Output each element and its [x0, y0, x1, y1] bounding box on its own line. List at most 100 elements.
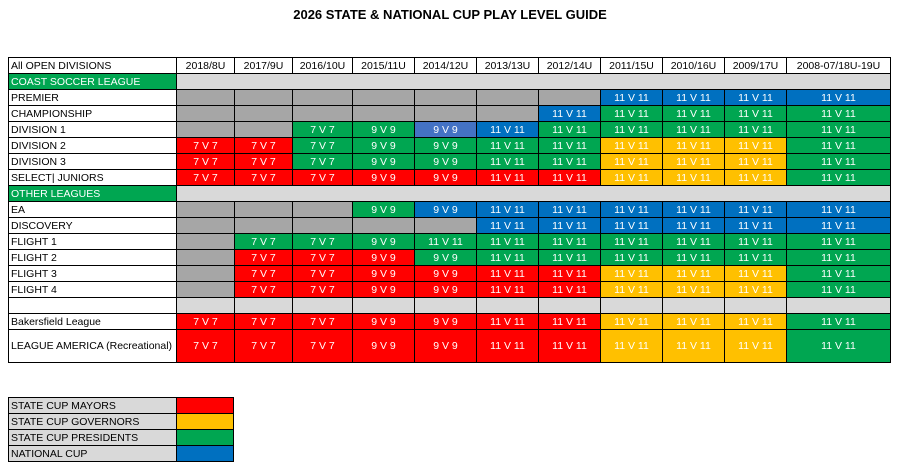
format-cell: 11 V 11 [538, 105, 601, 122]
spacer-cell [176, 297, 235, 314]
format-cell: 11 V 11 [724, 233, 787, 250]
format-cell: 11 V 11 [786, 265, 891, 282]
format-cell [176, 89, 235, 106]
format-cell [176, 201, 235, 218]
format-cell: 9 V 9 [352, 121, 415, 138]
format-cell: 11 V 11 [786, 201, 891, 218]
format-cell [176, 281, 235, 298]
format-cell: 11 V 11 [786, 153, 891, 170]
header-col: 2017/9U [234, 57, 293, 74]
format-cell [414, 89, 477, 106]
format-cell: 11 V 11 [538, 249, 601, 266]
division-label: DISCOVERY [8, 217, 177, 234]
header-col: 2012/14U [538, 57, 601, 74]
format-cell: 9 V 9 [414, 169, 477, 186]
header-col: 2015/11U [352, 57, 415, 74]
spacer-cell [538, 297, 601, 314]
legend-item: STATE CUP MAYORS [8, 397, 234, 414]
format-cell [234, 89, 293, 106]
format-cell: 11 V 11 [662, 201, 725, 218]
format-cell: 11 V 11 [786, 249, 891, 266]
format-cell: 7 V 7 [234, 137, 293, 154]
format-cell: 11 V 11 [662, 281, 725, 298]
header-col: 2018/8U [176, 57, 235, 74]
format-cell: 11 V 11 [724, 329, 787, 363]
header-row: All OPEN DIVISIONS 2018/8U 2017/9U 2016/… [8, 57, 891, 74]
spacer-cell [476, 297, 539, 314]
format-cell: 7 V 7 [292, 265, 353, 282]
header-col: 2016/10U [292, 57, 353, 74]
division-label: Bakersfield League [8, 313, 177, 330]
format-cell: 9 V 9 [352, 313, 415, 330]
format-cell: 11 V 11 [600, 265, 663, 282]
division-label: FLIGHT 4 [8, 281, 177, 298]
format-cell: 11 V 11 [476, 233, 539, 250]
format-cell: 11 V 11 [476, 121, 539, 138]
format-cell: 11 V 11 [600, 313, 663, 330]
header-col: 2013/13U [476, 57, 539, 74]
section-band [176, 185, 891, 202]
format-cell: 7 V 7 [176, 137, 235, 154]
format-cell: 9 V 9 [352, 169, 415, 186]
legend-swatch [176, 445, 234, 462]
format-cell: 11 V 11 [786, 89, 891, 106]
format-cell: 11 V 11 [786, 281, 891, 298]
format-cell: 11 V 11 [662, 137, 725, 154]
format-cell: 11 V 11 [476, 137, 539, 154]
format-cell: 7 V 7 [234, 233, 293, 250]
format-cell: 11 V 11 [662, 121, 725, 138]
format-cell: 11 V 11 [600, 137, 663, 154]
spacer-cell [600, 297, 663, 314]
format-cell: 11 V 11 [724, 137, 787, 154]
format-cell: 7 V 7 [292, 137, 353, 154]
format-cell: 11 V 11 [538, 281, 601, 298]
spacer-cell [8, 297, 177, 314]
format-cell: 11 V 11 [476, 249, 539, 266]
format-cell: 9 V 9 [414, 153, 477, 170]
format-cell: 7 V 7 [292, 121, 353, 138]
format-cell [292, 89, 353, 106]
format-cell: 11 V 11 [476, 265, 539, 282]
format-cell: 11 V 11 [600, 153, 663, 170]
format-cell: 9 V 9 [414, 201, 477, 218]
section-band [176, 73, 891, 90]
format-cell: 9 V 9 [352, 153, 415, 170]
section-row: COAST SOCCER LEAGUE [8, 73, 891, 90]
format-cell: 11 V 11 [786, 137, 891, 154]
format-cell: 11 V 11 [724, 217, 787, 234]
legend-swatch [176, 397, 234, 414]
spacer-cell [234, 297, 293, 314]
format-cell: 11 V 11 [786, 169, 891, 186]
format-cell: 11 V 11 [538, 121, 601, 138]
format-cell: 11 V 11 [600, 281, 663, 298]
format-cell: 7 V 7 [234, 169, 293, 186]
format-cell: 9 V 9 [414, 137, 477, 154]
header-col: 2008-07/18U-19U [786, 57, 891, 74]
division-label: DIVISION 1 [8, 121, 177, 138]
format-cell: 7 V 7 [176, 329, 235, 363]
spacer-cell [414, 297, 477, 314]
division-label: FLIGHT 3 [8, 265, 177, 282]
spacer-cell [352, 297, 415, 314]
format-cell: 11 V 11 [662, 233, 725, 250]
format-cell: 11 V 11 [476, 217, 539, 234]
play-level-table: All OPEN DIVISIONS 2018/8U 2017/9U 2016/… [8, 57, 891, 363]
format-cell: 11 V 11 [662, 329, 725, 363]
spacer-cell [662, 297, 725, 314]
format-cell [292, 201, 353, 218]
format-cell: 11 V 11 [786, 217, 891, 234]
format-cell: 11 V 11 [600, 249, 663, 266]
format-cell [234, 105, 293, 122]
format-cell [538, 89, 601, 106]
format-cell [476, 89, 539, 106]
header-col: 2014/12U [414, 57, 477, 74]
format-cell: 11 V 11 [724, 281, 787, 298]
format-cell: 7 V 7 [292, 153, 353, 170]
format-cell: 9 V 9 [414, 121, 477, 138]
legend-label: STATE CUP MAYORS [8, 397, 177, 414]
format-cell [352, 105, 415, 122]
format-cell: 7 V 7 [176, 313, 235, 330]
